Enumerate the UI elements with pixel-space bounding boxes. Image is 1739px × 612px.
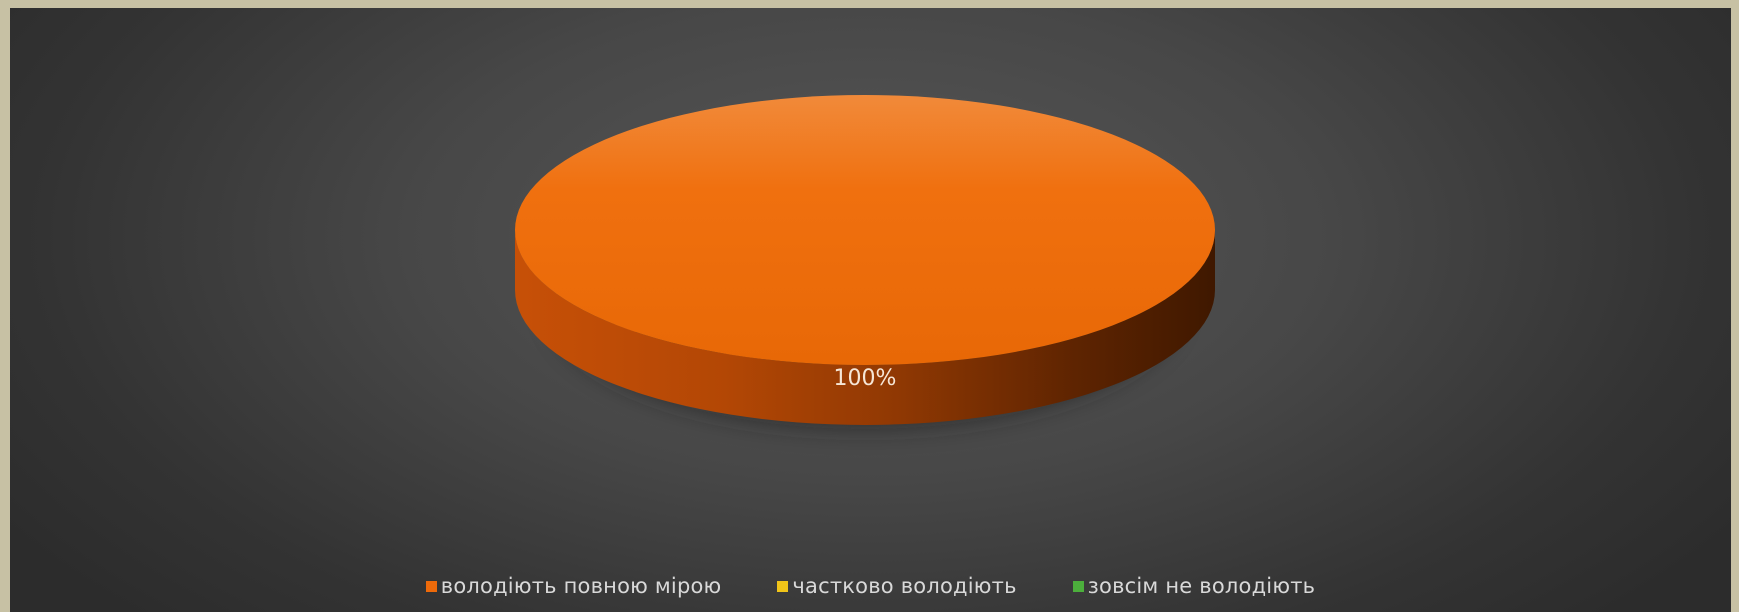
legend-item-partial: частково володіють bbox=[777, 574, 1016, 598]
legend-swatch-none bbox=[1072, 580, 1084, 592]
pie-slice-side-full bbox=[515, 230, 1215, 425]
chart-panel: 100% володіють повною мірою частково вол… bbox=[10, 8, 1731, 612]
legend-swatch-partial bbox=[777, 580, 789, 592]
pie-chart: 100% bbox=[515, 95, 1215, 429]
legend-item-none: зовсім не володіють bbox=[1072, 574, 1316, 598]
legend-label-full: володіють повною мірою bbox=[440, 574, 722, 598]
legend-swatch-full bbox=[425, 580, 437, 592]
legend-label-none: зовсім не володіють bbox=[1087, 574, 1316, 598]
legend-item-full: володіють повною мірою bbox=[425, 574, 722, 598]
data-label-full: 100% bbox=[834, 366, 897, 391]
legend-label-partial: частково володіють bbox=[792, 574, 1017, 598]
pie-slice-full bbox=[515, 95, 1215, 365]
legend: володіють повною мірою частково володіют… bbox=[10, 574, 1731, 598]
